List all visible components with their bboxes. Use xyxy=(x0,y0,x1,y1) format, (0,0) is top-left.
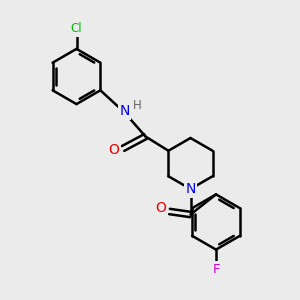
Text: N: N xyxy=(185,182,196,196)
Text: H: H xyxy=(133,99,142,112)
Text: N: N xyxy=(119,104,130,118)
Text: O: O xyxy=(109,143,119,157)
Text: Cl: Cl xyxy=(71,22,82,35)
Text: O: O xyxy=(156,201,167,215)
Text: F: F xyxy=(212,262,220,276)
